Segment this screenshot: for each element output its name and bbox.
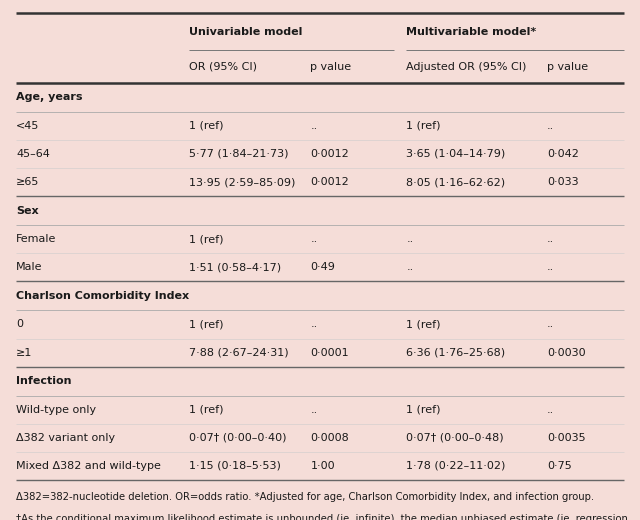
Text: ..: .. (310, 234, 317, 244)
Text: 0·07† (0·00–0·48): 0·07† (0·00–0·48) (406, 433, 504, 443)
Text: 0·0030: 0·0030 (547, 347, 586, 358)
Text: Infection: Infection (16, 376, 72, 386)
Text: 1·00: 1·00 (310, 461, 335, 471)
Text: 1 (ref): 1 (ref) (189, 319, 223, 330)
Text: 1 (ref): 1 (ref) (406, 121, 441, 131)
Text: 45–64: 45–64 (16, 149, 50, 159)
Text: ..: .. (406, 234, 413, 244)
Text: ..: .. (547, 234, 554, 244)
Text: p value: p value (547, 61, 588, 72)
Text: 6·36 (1·76–25·68): 6·36 (1·76–25·68) (406, 347, 506, 358)
Text: ..: .. (547, 262, 554, 272)
Text: 0·0001: 0·0001 (310, 347, 349, 358)
Text: 0·07† (0·00–0·40): 0·07† (0·00–0·40) (189, 433, 286, 443)
Text: Multivariable model*: Multivariable model* (406, 27, 537, 37)
Text: ..: .. (406, 262, 413, 272)
Text: Wild-type only: Wild-type only (16, 405, 96, 415)
Text: 1 (ref): 1 (ref) (189, 234, 223, 244)
Text: ..: .. (547, 405, 554, 415)
Text: ..: .. (547, 121, 554, 131)
Text: 1 (ref): 1 (ref) (406, 405, 441, 415)
Text: 1 (ref): 1 (ref) (189, 405, 223, 415)
Text: ..: .. (310, 405, 317, 415)
Text: Univariable model: Univariable model (189, 27, 302, 37)
Text: OR (95% CI): OR (95% CI) (189, 61, 257, 72)
Text: 1·78 (0·22–11·02): 1·78 (0·22–11·02) (406, 461, 506, 471)
Text: 3·65 (1·04–14·79): 3·65 (1·04–14·79) (406, 149, 506, 159)
Text: 1 (ref): 1 (ref) (406, 319, 441, 330)
Text: 0·0012: 0·0012 (310, 149, 349, 159)
Text: 13·95 (2·59–85·09): 13·95 (2·59–85·09) (189, 177, 295, 187)
Text: 1·51 (0·58–4·17): 1·51 (0·58–4·17) (189, 262, 281, 272)
Text: ..: .. (310, 121, 317, 131)
Text: ≥1: ≥1 (16, 347, 33, 358)
Text: Female: Female (16, 234, 56, 244)
Text: 0·0008: 0·0008 (310, 433, 349, 443)
Text: p value: p value (310, 61, 351, 72)
Text: 0·49: 0·49 (310, 262, 335, 272)
Text: 0·75: 0·75 (547, 461, 572, 471)
Text: ≥65: ≥65 (16, 177, 40, 187)
Text: <45: <45 (16, 121, 40, 131)
Text: 1 (ref): 1 (ref) (189, 121, 223, 131)
Text: 8·05 (1·16–62·62): 8·05 (1·16–62·62) (406, 177, 506, 187)
Text: 7·88 (2·67–24·31): 7·88 (2·67–24·31) (189, 347, 289, 358)
Text: Adjusted OR (95% CI): Adjusted OR (95% CI) (406, 61, 527, 72)
Text: Δ382 variant only: Δ382 variant only (16, 433, 115, 443)
Text: Sex: Sex (16, 205, 38, 216)
Text: 5·77 (1·84–21·73): 5·77 (1·84–21·73) (189, 149, 288, 159)
Text: Age, years: Age, years (16, 92, 83, 102)
Text: 0·042: 0·042 (547, 149, 579, 159)
Text: Charlson Comorbidity Index: Charlson Comorbidity Index (16, 291, 189, 301)
Text: Male: Male (16, 262, 42, 272)
Text: ..: .. (547, 319, 554, 330)
Text: 0·0012: 0·0012 (310, 177, 349, 187)
Text: 1·15 (0·18–5·53): 1·15 (0·18–5·53) (189, 461, 281, 471)
Text: ..: .. (310, 319, 317, 330)
Text: Mixed Δ382 and wild-type: Mixed Δ382 and wild-type (16, 461, 161, 471)
Text: 0·0035: 0·0035 (547, 433, 586, 443)
Text: †As the conditional maximum likelihood estimate is unbounded (ie, infinite), the: †As the conditional maximum likelihood e… (16, 514, 628, 520)
Text: Δ382=382-nucleotide deletion. OR=odds ratio. *Adjusted for age, Charlson Comorbi: Δ382=382-nucleotide deletion. OR=odds ra… (16, 491, 594, 502)
Text: 0·033: 0·033 (547, 177, 579, 187)
Text: 0: 0 (16, 319, 23, 330)
